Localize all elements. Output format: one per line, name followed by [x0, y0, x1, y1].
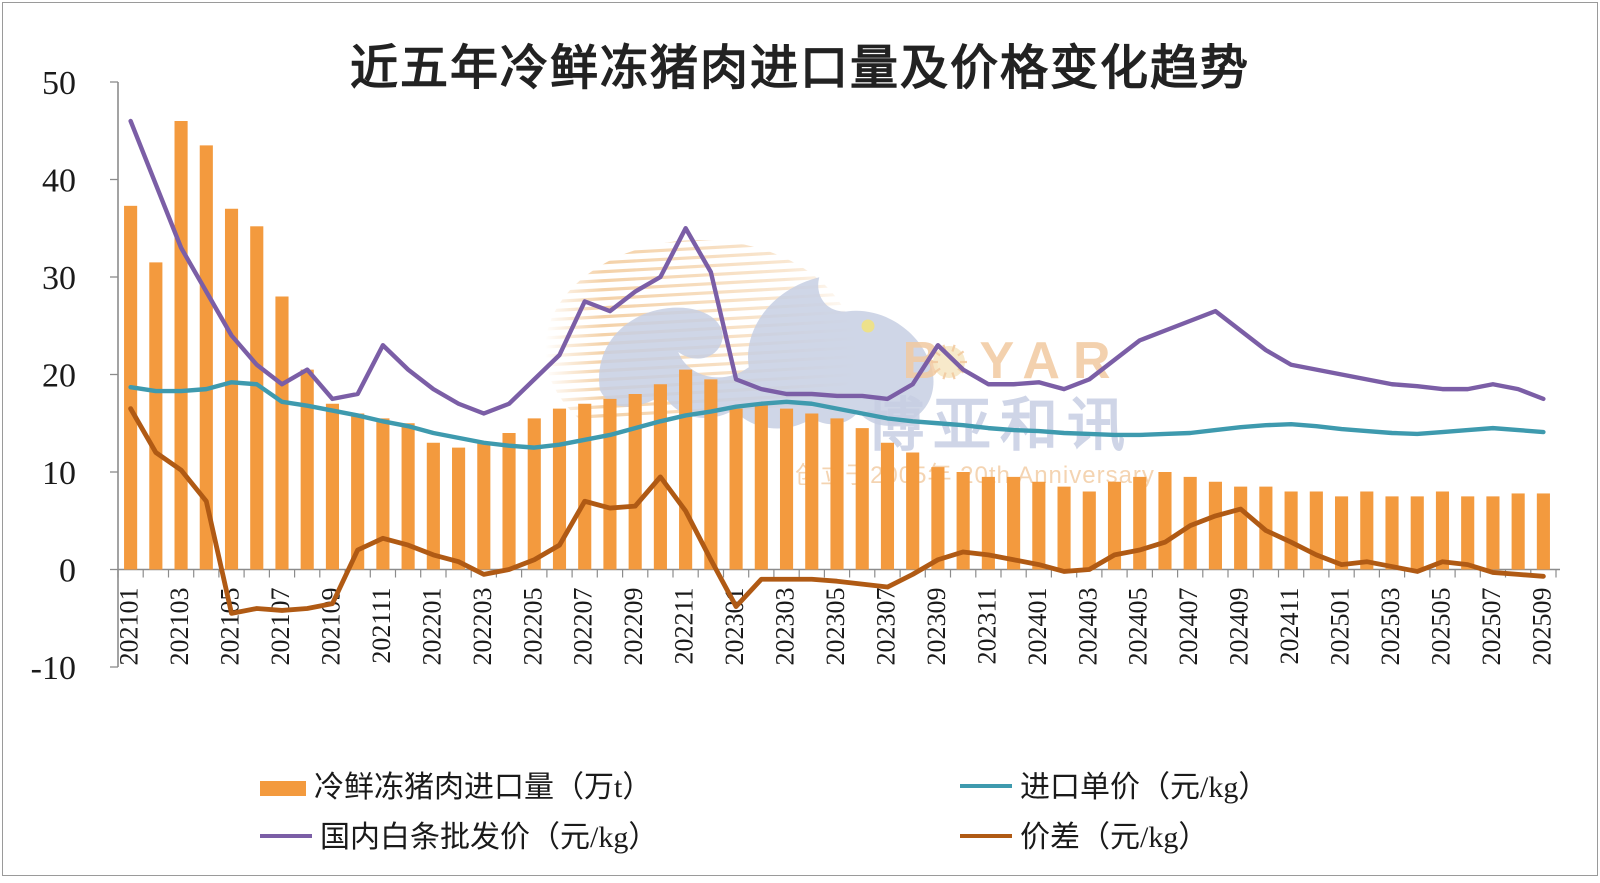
svg-text:202507: 202507	[1477, 588, 1506, 666]
svg-text:202205: 202205	[518, 588, 547, 666]
svg-text:202207: 202207	[569, 588, 598, 666]
svg-text:202201: 202201	[417, 588, 446, 666]
svg-text:202403: 202403	[1073, 588, 1102, 666]
svg-text:10: 10	[42, 455, 76, 492]
svg-text:202101: 202101	[115, 588, 144, 666]
svg-text:202109: 202109	[316, 588, 345, 666]
svg-text:0: 0	[59, 553, 76, 590]
svg-text:202401: 202401	[1023, 588, 1052, 666]
svg-text:-10: -10	[31, 650, 76, 687]
svg-text:202311: 202311	[972, 588, 1001, 665]
svg-text:202111: 202111	[367, 588, 396, 664]
svg-text:202307: 202307	[872, 588, 901, 666]
svg-text:30: 30	[42, 260, 76, 297]
svg-text:50: 50	[42, 65, 76, 102]
svg-text:202107: 202107	[266, 588, 295, 666]
svg-text:202409: 202409	[1225, 588, 1254, 666]
svg-text:202209: 202209	[619, 588, 648, 666]
svg-text:202305: 202305	[821, 588, 850, 666]
svg-text:202309: 202309	[922, 588, 951, 666]
svg-text:202505: 202505	[1427, 588, 1456, 666]
svg-text:202407: 202407	[1174, 588, 1203, 666]
svg-text:202211: 202211	[670, 588, 699, 665]
svg-text:202503: 202503	[1376, 588, 1405, 666]
svg-text:202103: 202103	[165, 588, 194, 666]
svg-text:202405: 202405	[1124, 588, 1153, 666]
svg-text:创立于2005年 20th Anniversary: 创立于2005年 20th Anniversary	[795, 462, 1155, 489]
svg-text:202411: 202411	[1275, 588, 1304, 665]
svg-text:20: 20	[42, 358, 76, 395]
svg-text:202501: 202501	[1326, 588, 1355, 666]
svg-text:202203: 202203	[468, 588, 497, 666]
svg-text:202509: 202509	[1527, 588, 1556, 666]
svg-text:博亚和讯: 博亚和讯	[866, 393, 1134, 458]
svg-text:40: 40	[42, 163, 76, 200]
svg-text:202303: 202303	[771, 588, 800, 666]
